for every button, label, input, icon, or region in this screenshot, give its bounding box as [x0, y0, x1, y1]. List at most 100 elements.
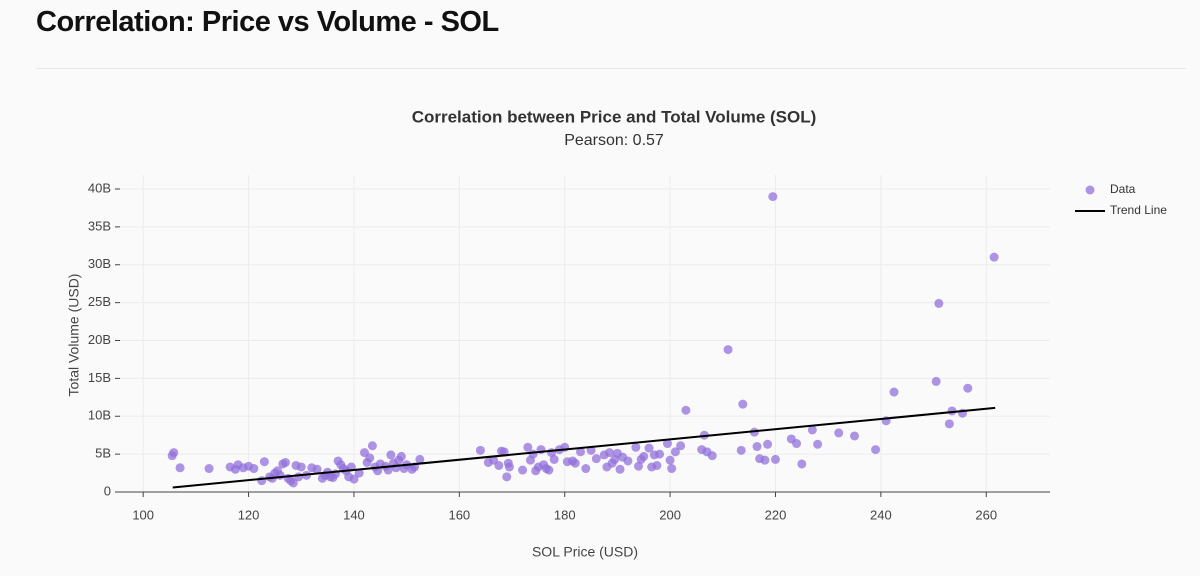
data-point	[934, 298, 944, 308]
separator	[36, 68, 1186, 69]
y-tick-label: 0	[104, 483, 111, 498]
data-point	[963, 383, 973, 393]
legend-label: Data	[1110, 182, 1136, 196]
x-tick-label: 140	[343, 507, 365, 522]
data-point	[631, 442, 641, 452]
y-tick-label: 30B	[88, 256, 111, 271]
data-point	[257, 476, 267, 486]
data-point	[615, 464, 625, 474]
data-point	[797, 459, 807, 469]
data-point	[768, 192, 778, 202]
data-point	[931, 376, 941, 386]
data-point	[681, 405, 691, 415]
data-point	[665, 455, 675, 465]
data-point	[169, 448, 179, 458]
data-point	[518, 465, 528, 475]
x-tick-label: 260	[975, 507, 997, 522]
y-tick-label: 15B	[88, 370, 111, 385]
data-point	[523, 442, 533, 452]
data-point	[591, 454, 601, 464]
chart-subtitle: Pearson: 0.57	[564, 132, 664, 149]
data-point	[655, 449, 665, 459]
data-point	[723, 345, 733, 355]
data-point	[354, 468, 364, 478]
data-point	[644, 443, 654, 453]
data-point	[570, 458, 580, 468]
data-point	[633, 461, 643, 471]
data-point	[792, 439, 802, 449]
data-point	[736, 445, 746, 455]
data-point	[175, 463, 185, 473]
data-point	[807, 425, 817, 435]
data-point	[662, 439, 672, 449]
data-point	[386, 450, 396, 460]
data-point	[639, 451, 649, 461]
y-tick-label: 25B	[88, 294, 111, 309]
data-point	[652, 460, 662, 470]
data-point	[549, 454, 559, 464]
data-point	[365, 453, 375, 463]
data-point	[889, 387, 899, 397]
data-point	[944, 419, 954, 429]
data-point	[494, 460, 504, 470]
data-point	[738, 399, 748, 409]
data-point	[280, 457, 290, 467]
data-point	[834, 428, 844, 438]
data-point	[367, 441, 377, 451]
data-point	[544, 465, 554, 475]
legend-marker	[1085, 185, 1095, 195]
data-point	[813, 439, 823, 449]
data-point	[605, 448, 615, 458]
chart-title: Correlation between Price and Total Volu…	[412, 107, 817, 126]
data-point	[850, 431, 860, 441]
y-tick-label: 40B	[88, 180, 111, 195]
data-point	[296, 462, 306, 472]
data-point	[676, 441, 686, 451]
data-point	[396, 451, 406, 461]
data-point	[275, 470, 285, 480]
data-point	[752, 442, 762, 452]
data-point	[581, 464, 591, 474]
data-point	[770, 454, 780, 464]
page-title: Correlation: Price vs Volume - SOL	[36, 6, 499, 38]
trend-line	[172, 406, 996, 489]
x-tick-label: 180	[554, 507, 576, 522]
data-point	[249, 464, 259, 474]
data-point	[623, 456, 633, 466]
data-point	[763, 439, 773, 449]
data-point	[349, 474, 359, 484]
x-tick-label: 100	[132, 507, 154, 522]
data-point	[415, 454, 425, 464]
x-tick-label: 160	[448, 507, 470, 522]
y-tick-label: 35B	[88, 218, 111, 233]
data-point	[502, 472, 512, 482]
data-point	[499, 447, 509, 457]
data-point	[576, 447, 586, 457]
data-point	[312, 464, 322, 474]
legend-label: Trend Line	[1110, 203, 1167, 217]
x-tick-label: 200	[659, 507, 681, 522]
data-point	[989, 252, 999, 262]
data-point	[294, 472, 304, 482]
data-point	[528, 449, 538, 459]
x-tick-label: 220	[765, 507, 787, 522]
data-point	[871, 445, 881, 455]
y-tick-label: 20B	[88, 332, 111, 347]
data-point	[288, 478, 298, 488]
data-point	[504, 462, 514, 472]
data-point	[204, 464, 214, 474]
data-point	[760, 455, 770, 465]
y-tick-label: 10B	[88, 408, 111, 423]
data-point	[475, 445, 485, 455]
y-tick-label: 5B	[95, 446, 111, 461]
x-tick-label: 120	[238, 507, 260, 522]
y-axis-label: Total Volume (USD)	[66, 274, 82, 397]
x-axis-label: SOL Price (USD)	[532, 544, 638, 560]
data-point	[670, 447, 680, 457]
x-tick-label: 240	[870, 507, 892, 522]
data-point	[707, 451, 717, 461]
data-point	[667, 464, 677, 474]
data-point	[259, 457, 269, 467]
